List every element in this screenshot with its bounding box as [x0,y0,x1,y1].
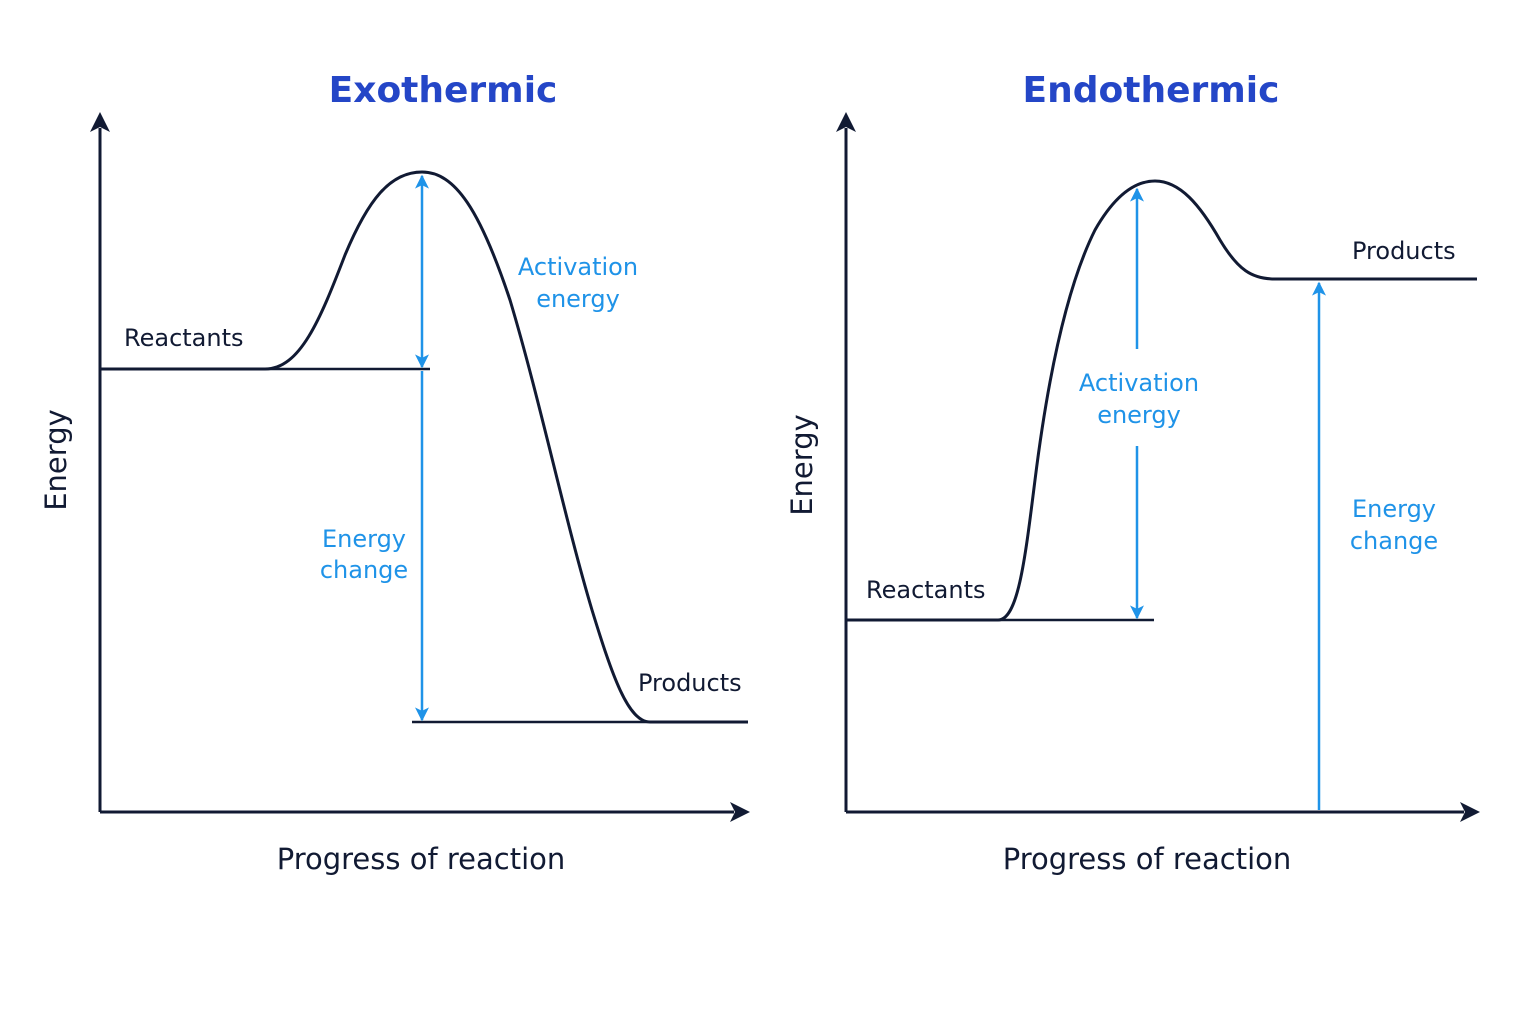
endothermic-energy-change-label-line1: Energy [1352,495,1436,523]
endothermic-diagram: Endothermic Energy Progress of reaction … [785,70,1480,876]
endothermic-x-axis-label: Progress of reaction [1003,842,1292,876]
exothermic-activation-label-line2: energy [536,285,620,313]
exothermic-title: Exothermic [329,70,558,111]
endothermic-energy-curve [846,179,1477,622]
endothermic-y-axis-label: Energy [785,414,819,516]
endothermic-reactants-label: Reactants [866,576,986,604]
exothermic-energy-curve [100,170,748,724]
exothermic-x-axis-label: Progress of reaction [277,842,566,876]
exothermic-energy-change-label-line2: change [320,556,408,584]
endothermic-activation-label-line2: energy [1097,401,1181,429]
exothermic-products-label: Products [638,669,742,697]
endothermic-energy-change-label-line2: change [1350,527,1438,555]
exothermic-activation-label-line1: Activation [518,253,638,281]
endothermic-activation-label-line1: Activation [1079,369,1199,397]
exothermic-reactants-label: Reactants [124,324,244,352]
exothermic-diagram: Exothermic Energy Progress of reaction R… [39,70,750,876]
exothermic-y-axis-label: Energy [39,409,73,511]
endothermic-products-label: Products [1352,237,1456,265]
exothermic-energy-change-label-line1: Energy [322,525,406,553]
endothermic-title: Endothermic [1023,70,1280,111]
